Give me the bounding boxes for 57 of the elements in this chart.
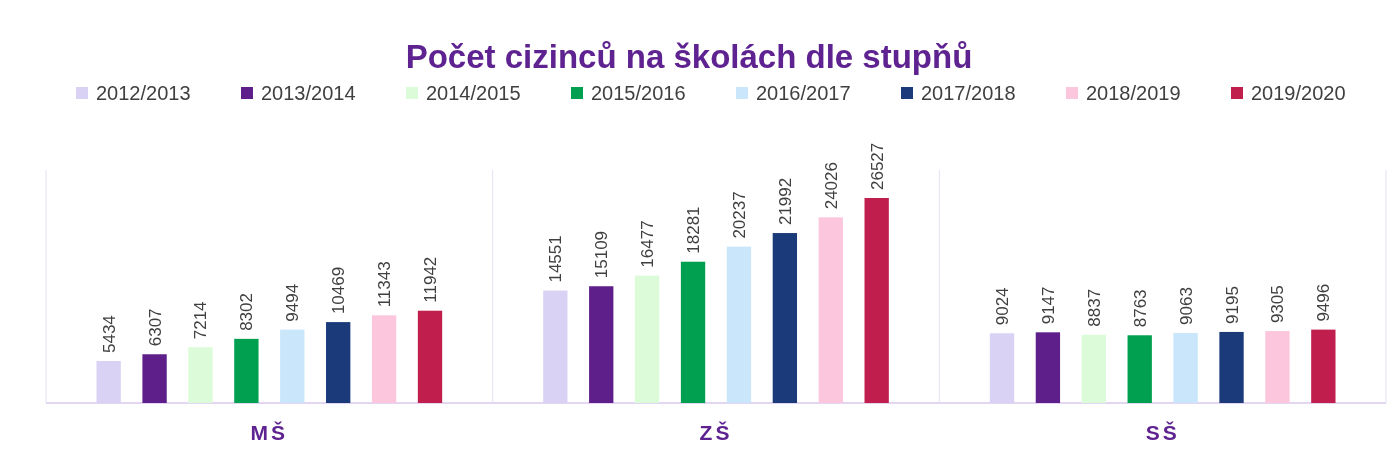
data-label: 9494 xyxy=(283,283,303,322)
bar xyxy=(726,246,752,403)
bar xyxy=(280,329,305,403)
data-label: 15109 xyxy=(592,230,612,279)
legend-label: 2014/2015 xyxy=(426,82,521,104)
bar xyxy=(864,198,889,403)
data-label: 16477 xyxy=(638,220,658,268)
data-label: 10469 xyxy=(329,266,349,315)
data-label: 26527 xyxy=(867,142,887,190)
bar xyxy=(634,275,660,403)
bar xyxy=(326,322,351,403)
legend-label: 2015/2016 xyxy=(591,82,686,104)
data-label: 11942 xyxy=(421,256,440,303)
data-label: 9063 xyxy=(1176,287,1196,325)
legend-label: 2018/2019 xyxy=(1086,82,1181,104)
legend-label: 2016/2017 xyxy=(756,82,851,104)
data-label: 9195 xyxy=(1222,286,1242,324)
data-label: 18281 xyxy=(684,206,704,254)
bar xyxy=(142,354,167,403)
bar xyxy=(772,233,798,403)
legend-label: 2019/2020 xyxy=(1251,82,1346,104)
data-label: 9147 xyxy=(1038,286,1058,325)
x-tick-label: SŠ xyxy=(1145,421,1180,444)
legend-label: 2012/2013 xyxy=(96,82,191,104)
bar xyxy=(371,315,397,403)
data-label: 7214 xyxy=(191,301,211,340)
data-label: 5434 xyxy=(99,315,119,354)
bar xyxy=(1081,334,1106,403)
legend-label: 2013/2014 xyxy=(261,82,356,104)
data-label: 8837 xyxy=(1084,288,1104,327)
data-label: 9024 xyxy=(993,287,1012,326)
data-label: 9305 xyxy=(1268,285,1288,324)
data-label: 8302 xyxy=(237,293,257,331)
x-tick-label: ZŠ xyxy=(699,421,733,444)
bar xyxy=(1265,331,1290,403)
data-label: 24026 xyxy=(821,162,841,210)
data-label: 6307 xyxy=(145,308,165,347)
x-tick-label: MŠ xyxy=(250,421,289,444)
data-label: 21992 xyxy=(775,177,795,226)
data-label: 14551 xyxy=(546,235,566,283)
data-label: 11343 xyxy=(375,261,395,308)
data-label: 20237 xyxy=(729,191,749,239)
bar xyxy=(188,347,213,403)
data-label: 8763 xyxy=(1130,289,1150,328)
chart-title: Počet cizinců na školách dle stupňů xyxy=(405,38,973,75)
bar xyxy=(417,310,443,403)
data-label: 9496 xyxy=(1314,283,1334,322)
bar xyxy=(680,261,706,403)
bar xyxy=(1127,335,1152,403)
bar xyxy=(1173,332,1198,403)
bar xyxy=(818,217,843,403)
bar xyxy=(1219,331,1244,403)
bar xyxy=(1035,332,1061,403)
bar xyxy=(589,286,614,403)
bar xyxy=(234,338,259,403)
legend-label: 2017/2018 xyxy=(921,82,1016,104)
bar xyxy=(1311,329,1336,403)
